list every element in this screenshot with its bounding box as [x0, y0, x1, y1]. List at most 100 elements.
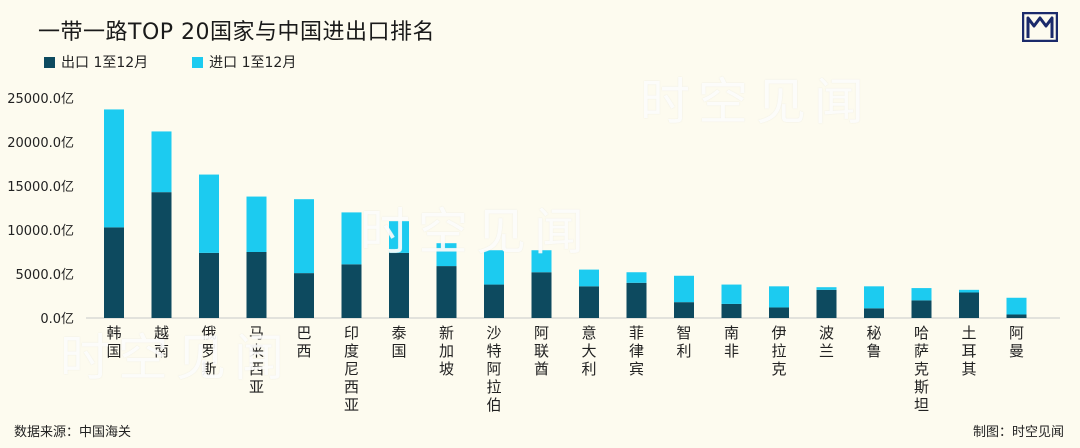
- x-tick-label-char: 泰: [391, 324, 406, 342]
- bar-export: [151, 192, 172, 318]
- x-tick-label-char: 联: [534, 342, 549, 360]
- legend-label-import: 进口 1至12月: [209, 55, 297, 71]
- x-tick-label-char: 律: [629, 342, 644, 360]
- x-tick-label-char: 来: [249, 342, 264, 360]
- bar-export: [959, 292, 979, 318]
- bar-export: [1006, 314, 1027, 318]
- x-tick-label-char: 萨: [914, 342, 929, 360]
- x-tick-label-char: 坡: [439, 360, 454, 378]
- x-tick-label-char: 智: [676, 324, 691, 342]
- x-tick-label-char: 其: [961, 360, 976, 378]
- bar-export: [436, 266, 457, 318]
- bar-export: [721, 303, 742, 318]
- chart-credit: 制图：时空见闻: [972, 425, 1064, 440]
- legend-swatch-import: [192, 56, 204, 68]
- x-tick-label-char: 韩: [106, 324, 121, 342]
- x-tick-label-char: 巴: [296, 324, 311, 342]
- bar-export: [341, 264, 362, 318]
- x-tick-label-char: 加: [439, 342, 454, 360]
- x-tick-label-char: 耳: [961, 342, 976, 360]
- bar-import: [721, 284, 742, 304]
- bar-export: [484, 284, 504, 318]
- x-tick-label-char: 菲: [629, 324, 644, 342]
- bar-export: [579, 286, 599, 318]
- bar-import: [911, 288, 932, 301]
- bar-export: [104, 227, 124, 318]
- x-tick-label-char: 斯: [914, 378, 929, 396]
- x-tick-label-char: 国: [391, 342, 406, 360]
- x-tick-label-char: 曼: [1009, 342, 1024, 360]
- x-tick-label-char: 斯: [201, 360, 216, 378]
- x-tick-label-char: 阿: [1009, 324, 1024, 342]
- data-source-note: 数据来源：中国海关: [14, 425, 132, 440]
- bar-import: [626, 272, 647, 283]
- x-tick-label-char: 度: [344, 342, 359, 360]
- x-tick-label-char: 兰: [819, 342, 834, 360]
- x-tick-label-char: 罗: [201, 342, 216, 360]
- x-tick-label-char: 俄: [201, 324, 216, 342]
- y-tick-label: 5000.0亿: [16, 268, 75, 283]
- legend-swatch-export: [44, 56, 55, 68]
- x-tick-label-char: 西: [344, 378, 359, 396]
- x-tick-label-char: 非: [724, 342, 739, 360]
- bar-import: [151, 131, 172, 193]
- x-tick-label-char: 印: [344, 324, 359, 342]
- bar-import: [104, 109, 124, 228]
- x-tick-label-char: 拉: [771, 342, 786, 360]
- x-tick-label-char: 亚: [344, 396, 359, 414]
- x-tick-label-char: 大: [581, 342, 596, 360]
- x-tick-label-char: 伊: [771, 324, 786, 342]
- x-tick-label-char: 南: [724, 324, 739, 342]
- bar-import: [959, 289, 979, 293]
- bar-export: [294, 273, 314, 318]
- bar-export: [389, 252, 409, 318]
- shikong-logo-icon: [1021, 11, 1059, 46]
- x-tick-label-char: 鲁: [866, 342, 881, 360]
- x-tick-label-char: 宾: [629, 360, 644, 378]
- bar-export: [626, 282, 647, 318]
- bar-import: [199, 174, 219, 253]
- x-tick-label-char: 南: [154, 342, 169, 360]
- bar-import: [531, 250, 552, 273]
- x-tick-label-char: 波: [819, 324, 834, 342]
- y-tick-label: 20000.0亿: [7, 136, 74, 151]
- bar-import: [389, 221, 409, 253]
- bar-import: [769, 286, 789, 308]
- bar-export: [769, 307, 789, 318]
- legend-label-export: 出口 1至12月: [61, 55, 149, 71]
- x-tick-label-char: 利: [581, 360, 596, 378]
- bar-import: [579, 269, 599, 287]
- legend-item-export: 出口 1至12月: [44, 52, 148, 72]
- bar-import: [1006, 297, 1027, 315]
- chart-title: 一带一路TOP 20国家与中国进出口排名: [38, 20, 436, 45]
- x-tick-label-char: 西: [296, 342, 311, 360]
- bar-import: [294, 199, 314, 274]
- y-tick-label: 15000.0亿: [7, 180, 74, 195]
- x-tick-label-char: 利: [676, 342, 691, 360]
- bar-export: [911, 300, 932, 318]
- bar-export: [246, 252, 267, 318]
- bar-export: [816, 289, 837, 318]
- x-tick-label-char: 意: [581, 324, 596, 342]
- x-tick-label-char: 秘: [866, 324, 881, 342]
- bar-import: [436, 243, 457, 267]
- x-tick-label-char: 国: [106, 342, 121, 360]
- x-tick-label-char: 阿: [534, 324, 549, 342]
- x-tick-label-char: 拉: [486, 378, 501, 396]
- bar-import: [674, 275, 694, 303]
- y-tick-label: 0.0亿: [40, 312, 74, 327]
- x-tick-label-char: 酋: [534, 360, 549, 378]
- y-tick-label: 25000.0亿: [7, 92, 74, 107]
- x-tick-label-char: 新: [439, 324, 454, 342]
- bar-import: [864, 286, 884, 309]
- x-tick-label-char: 土: [961, 324, 976, 342]
- x-tick-label-char: 克: [914, 360, 929, 378]
- chart-legend: 出口 1至12月 进口 1至12月: [44, 52, 296, 72]
- x-tick-label-char: 克: [771, 360, 786, 378]
- y-tick-label: 10000.0亿: [7, 224, 74, 239]
- bar-export: [531, 272, 552, 318]
- x-tick-label-char: 越: [154, 324, 169, 342]
- bar-export: [864, 308, 884, 318]
- x-tick-label-char: 哈: [914, 324, 929, 342]
- x-tick-label-char: 沙: [486, 324, 501, 342]
